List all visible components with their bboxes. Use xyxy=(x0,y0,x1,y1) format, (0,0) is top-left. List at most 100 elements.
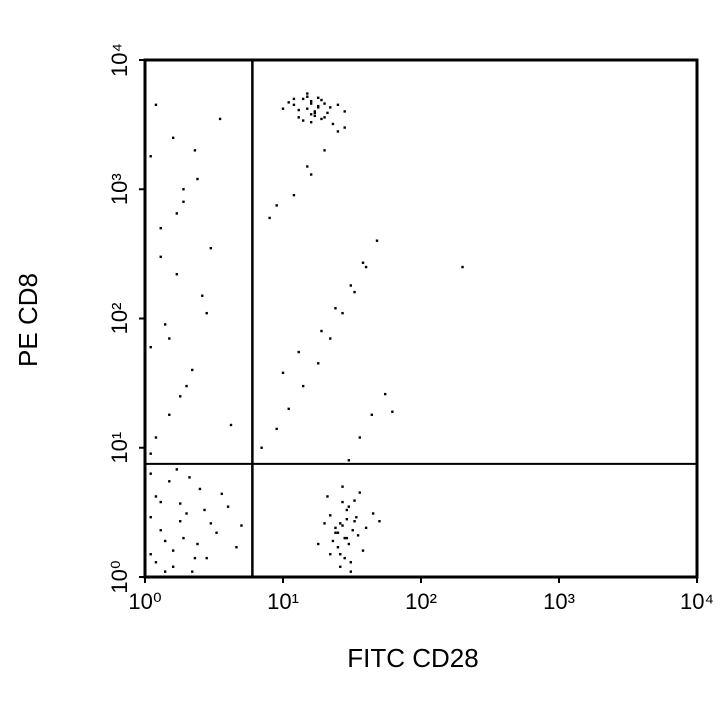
dot xyxy=(149,516,152,519)
dot xyxy=(201,294,204,297)
dot xyxy=(341,485,344,488)
dot xyxy=(149,345,152,349)
dot xyxy=(292,193,296,197)
dot xyxy=(370,413,373,416)
plot-frame xyxy=(143,58,699,579)
dot xyxy=(341,311,344,315)
dot xyxy=(209,522,213,525)
dot xyxy=(154,103,158,107)
dot xyxy=(309,121,313,124)
dot xyxy=(235,546,238,549)
dot xyxy=(182,188,185,191)
dot xyxy=(349,561,353,564)
dot xyxy=(179,502,182,505)
dot xyxy=(358,491,361,494)
dot xyxy=(329,337,332,340)
dot xyxy=(323,102,326,105)
dot xyxy=(193,149,197,152)
dot xyxy=(287,407,290,411)
dot xyxy=(336,130,340,133)
dot xyxy=(391,410,394,413)
dot xyxy=(347,542,351,546)
dot xyxy=(347,505,351,508)
dot xyxy=(313,110,317,113)
dot xyxy=(154,495,158,498)
dot xyxy=(339,522,342,525)
y-tick-label: 10⁴ xyxy=(107,43,132,77)
dot xyxy=(159,226,162,230)
dot xyxy=(306,107,309,110)
dot xyxy=(343,126,346,129)
dot xyxy=(175,273,179,276)
dot xyxy=(268,216,271,220)
dot xyxy=(375,239,379,242)
dot xyxy=(191,570,194,573)
dot xyxy=(356,534,360,537)
dot xyxy=(320,117,323,121)
dot xyxy=(317,106,320,109)
x-tick-label: 10² xyxy=(405,589,437,614)
x-axis-label: FITC CD28 xyxy=(347,643,478,673)
dot xyxy=(383,392,387,396)
dot xyxy=(154,561,158,564)
dot xyxy=(331,539,335,543)
dot xyxy=(149,472,152,475)
x-tick-label: 10³ xyxy=(543,589,575,614)
dot xyxy=(341,500,344,504)
dot xyxy=(159,500,162,504)
dot xyxy=(149,155,152,158)
dot xyxy=(188,476,191,479)
dot xyxy=(205,556,208,560)
dot xyxy=(220,492,223,496)
dot xyxy=(240,524,243,527)
dot xyxy=(175,212,179,215)
x-tick-label: 10⁴ xyxy=(680,589,714,614)
dot xyxy=(323,116,326,119)
x-tick-label: 10⁰ xyxy=(128,589,161,614)
dot xyxy=(175,468,179,471)
dot xyxy=(193,556,197,560)
dot xyxy=(317,96,320,99)
dot xyxy=(149,553,152,556)
dot xyxy=(306,95,309,98)
dot xyxy=(347,459,351,462)
dot xyxy=(320,98,323,102)
dot xyxy=(191,368,194,372)
dot xyxy=(326,111,329,115)
dot xyxy=(364,265,368,269)
dot xyxy=(292,103,296,107)
dot xyxy=(329,514,332,517)
dot xyxy=(323,522,326,525)
dot xyxy=(154,436,158,439)
dot xyxy=(345,508,349,512)
dot xyxy=(461,265,464,269)
dot xyxy=(163,570,167,573)
dot xyxy=(182,536,185,540)
dot xyxy=(355,516,358,519)
dot xyxy=(297,350,300,354)
dot xyxy=(336,531,340,534)
dot xyxy=(353,520,356,523)
dot xyxy=(341,524,344,527)
dot xyxy=(358,436,361,439)
dot xyxy=(345,518,349,521)
dot xyxy=(205,311,208,315)
dot xyxy=(275,427,278,431)
dot xyxy=(185,384,188,388)
dot xyxy=(361,261,365,264)
dot xyxy=(301,119,305,122)
dot xyxy=(353,290,356,294)
dot xyxy=(343,110,346,113)
dot xyxy=(323,149,326,152)
dot xyxy=(339,565,342,568)
dot xyxy=(313,111,317,115)
dot xyxy=(168,480,171,483)
dot xyxy=(306,165,309,168)
dot xyxy=(343,536,346,540)
dot xyxy=(371,512,375,515)
dot xyxy=(343,556,346,560)
dot xyxy=(209,246,213,250)
dot xyxy=(351,529,354,532)
dot xyxy=(281,371,285,375)
